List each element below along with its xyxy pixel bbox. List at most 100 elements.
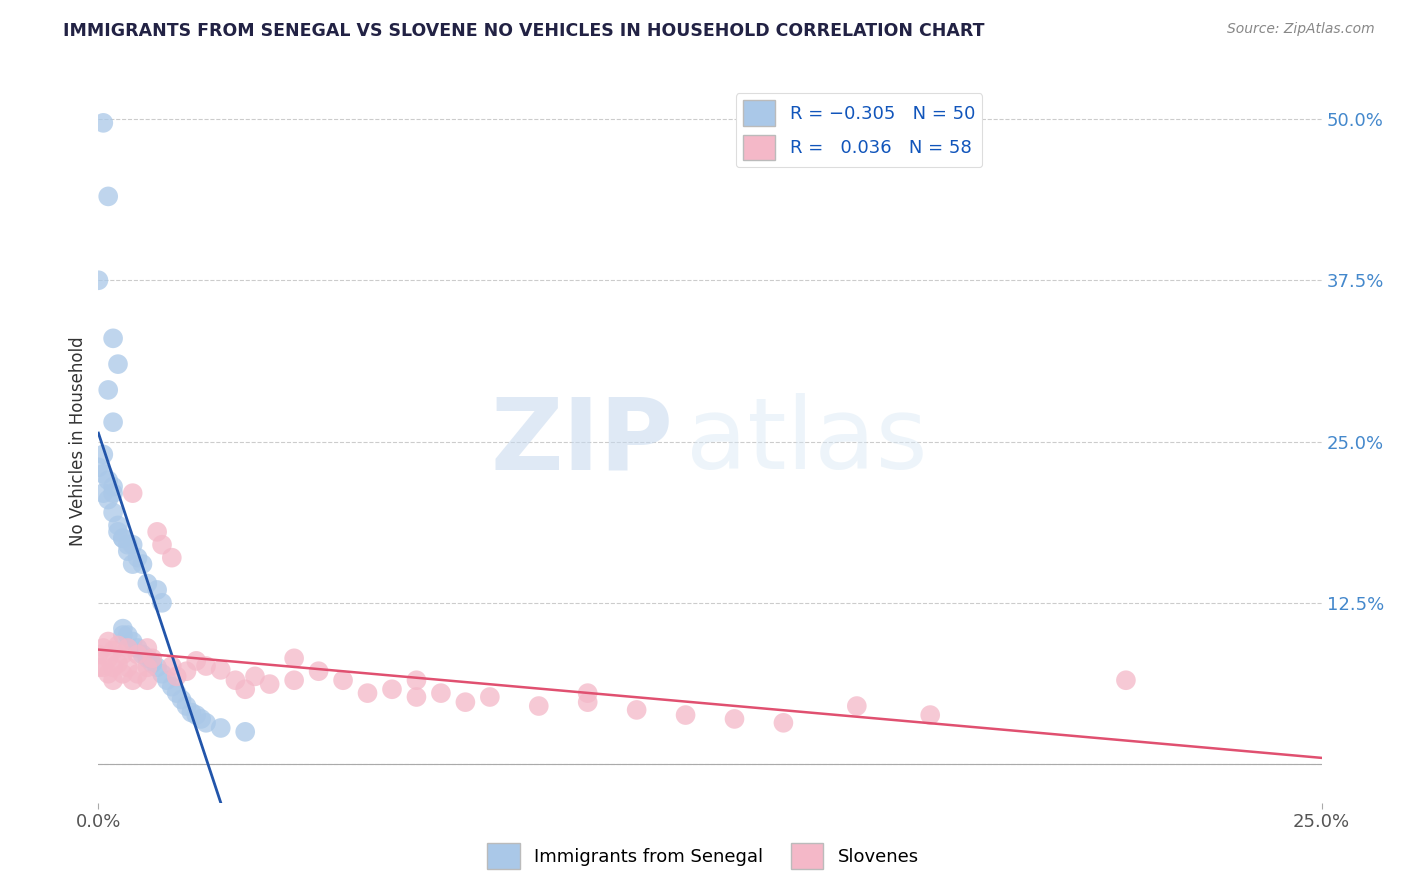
- Point: [1115, 673, 1137, 688]
- Point: [111, 666, 134, 681]
- Point: [332, 673, 354, 688]
- Point: [308, 664, 330, 678]
- Point: [111, 648, 134, 662]
- Point: [121, 538, 143, 552]
- Point: [675, 708, 697, 723]
- Point: [209, 663, 232, 677]
- Point: [478, 690, 501, 704]
- Point: [97, 473, 120, 487]
- Point: [224, 673, 246, 688]
- Point: [91, 467, 114, 481]
- Point: [97, 383, 120, 397]
- Point: [87, 648, 110, 662]
- Point: [195, 715, 218, 730]
- Point: [121, 673, 143, 688]
- Text: IMMIGRANTS FROM SENEGAL VS SLOVENE NO VEHICLES IN HOUSEHOLD CORRELATION CHART: IMMIGRANTS FROM SENEGAL VS SLOVENE NO VE…: [63, 22, 984, 40]
- Point: [111, 531, 134, 545]
- Point: [97, 666, 120, 681]
- Point: [430, 686, 453, 700]
- Text: atlas: atlas: [686, 393, 927, 490]
- Point: [111, 622, 134, 636]
- Point: [283, 651, 305, 665]
- Point: [101, 506, 124, 520]
- Point: [141, 651, 163, 665]
- Point: [87, 273, 110, 287]
- Point: [136, 640, 159, 655]
- Point: [97, 492, 120, 507]
- Point: [121, 557, 143, 571]
- Point: [117, 660, 139, 674]
- Point: [107, 357, 129, 371]
- Point: [146, 582, 169, 597]
- Point: [127, 640, 149, 655]
- Point: [176, 699, 198, 714]
- Point: [166, 669, 188, 683]
- Point: [136, 660, 159, 674]
- Text: Source: ZipAtlas.com: Source: ZipAtlas.com: [1227, 22, 1375, 37]
- Point: [233, 724, 256, 739]
- Point: [626, 703, 648, 717]
- Point: [91, 486, 114, 500]
- Point: [101, 480, 124, 494]
- Point: [405, 673, 427, 688]
- Point: [127, 550, 149, 565]
- Point: [101, 486, 124, 500]
- Point: [160, 550, 183, 565]
- Point: [127, 666, 149, 681]
- Point: [723, 712, 745, 726]
- Point: [170, 692, 193, 706]
- Point: [381, 682, 404, 697]
- Point: [87, 660, 110, 674]
- Point: [772, 715, 794, 730]
- Point: [121, 486, 143, 500]
- Legend: Immigrants from Senegal, Slovenes: Immigrants from Senegal, Slovenes: [481, 836, 925, 876]
- Point: [233, 682, 256, 697]
- Point: [107, 639, 129, 653]
- Point: [111, 531, 134, 545]
- Point: [136, 576, 159, 591]
- Point: [136, 651, 159, 665]
- Point: [127, 648, 149, 662]
- Point: [91, 640, 114, 655]
- Point: [259, 677, 281, 691]
- Point: [91, 116, 114, 130]
- Legend: R = −0.305   N = 50, R =   0.036   N = 58: R = −0.305 N = 50, R = 0.036 N = 58: [735, 93, 983, 168]
- Point: [117, 538, 139, 552]
- Point: [576, 695, 599, 709]
- Point: [243, 669, 266, 683]
- Point: [190, 712, 212, 726]
- Point: [107, 524, 129, 539]
- Point: [141, 657, 163, 671]
- Point: [87, 460, 110, 475]
- Point: [405, 690, 427, 704]
- Point: [283, 673, 305, 688]
- Point: [107, 518, 129, 533]
- Point: [176, 664, 198, 678]
- Point: [131, 557, 153, 571]
- Point: [121, 634, 143, 648]
- Point: [117, 544, 139, 558]
- Point: [180, 706, 202, 720]
- Point: [101, 415, 124, 429]
- Point: [195, 659, 218, 673]
- Point: [101, 643, 124, 657]
- Point: [107, 657, 129, 671]
- Point: [845, 699, 868, 714]
- Point: [97, 189, 120, 203]
- Point: [209, 721, 232, 735]
- Point: [150, 666, 173, 681]
- Point: [166, 686, 188, 700]
- Point: [136, 673, 159, 688]
- Point: [150, 538, 173, 552]
- Point: [356, 686, 378, 700]
- Text: ZIP: ZIP: [491, 393, 673, 490]
- Point: [150, 596, 173, 610]
- Point: [111, 628, 134, 642]
- Point: [101, 673, 124, 688]
- Point: [454, 695, 477, 709]
- Point: [160, 659, 183, 673]
- Point: [527, 699, 550, 714]
- Point: [117, 640, 139, 655]
- Point: [91, 447, 114, 461]
- Point: [186, 708, 208, 723]
